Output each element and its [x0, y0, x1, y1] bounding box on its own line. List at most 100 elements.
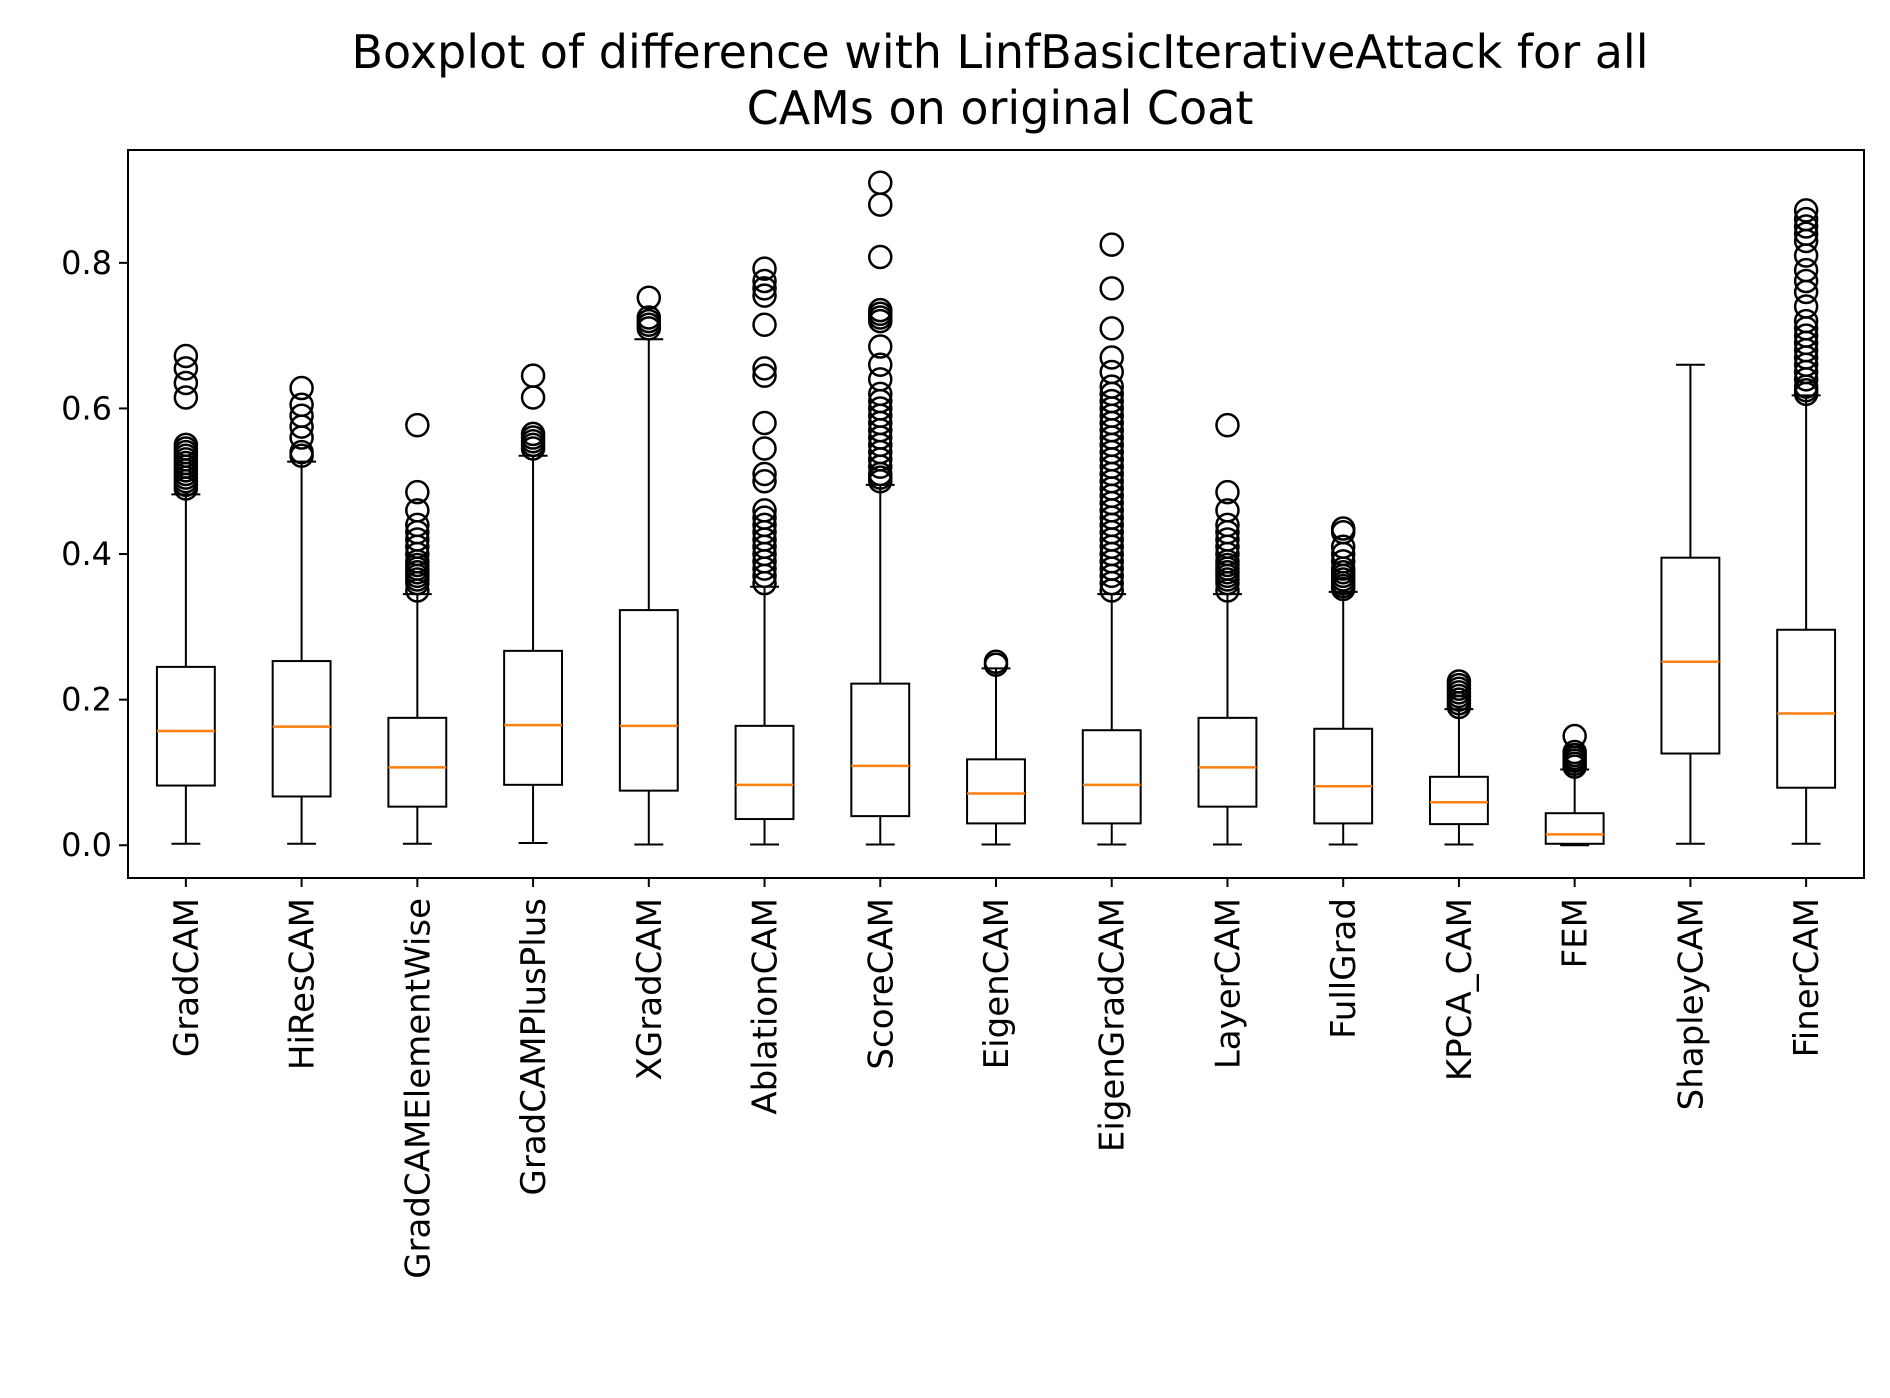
outlier-point-eigengradcam: [1099, 374, 1124, 399]
y-tick-label: 0.8: [61, 244, 112, 282]
plot-area: 0.0 0.2 0.4 0.6 0.8 GradCAM HiResCAM GradCAMEle…: [61, 170, 1837, 1279]
chart-title-line-1: Boxplot of difference with LinfBasicIter…: [352, 25, 1649, 79]
outlier-point-finercam: [1793, 198, 1819, 223]
box-hirescam: [271, 660, 332, 798]
outlier-point-eigengradcam: [1099, 316, 1124, 341]
outlier-point-gradcamplusplus: [520, 363, 546, 388]
box-fullgrad: [1313, 727, 1374, 825]
outlier-point-finercam: [1793, 323, 1819, 348]
outlier-point-finercam: [1793, 257, 1819, 283]
outlier-point-fem: [1562, 739, 1587, 765]
outlier-point-finercam: [1793, 221, 1819, 246]
outlier-point-eigencam: [983, 649, 1009, 675]
outlier-point-gradcamelementwise: [405, 527, 430, 552]
box-gradcamelementwise: [387, 716, 448, 808]
outlier-point-gradcamelementwise: [405, 479, 430, 505]
outlier-point-scorecam: [868, 334, 893, 359]
outlier-point-gradcam: [173, 370, 199, 396]
outlier-point-fullgrad: [1330, 549, 1356, 574]
x-tick-label-eigencam: EigenCAM: [977, 898, 1017, 1069]
outlier-point-finercam: [1793, 294, 1819, 319]
outlier-point-finercam: [1793, 268, 1819, 294]
outlier-point-gradcam: [173, 356, 199, 381]
outlier-point-gradcamelementwise: [405, 412, 430, 438]
x-tick-label-eigengradcam: EigenGradCAM: [1093, 898, 1133, 1152]
box-shapleycam: [1660, 556, 1721, 755]
box-layercam: [1197, 716, 1258, 808]
outlier-point-ablationcam: [752, 468, 777, 494]
y-tick-label: 0.2: [61, 681, 112, 719]
outlier-point-scorecam: [868, 297, 893, 323]
outlier-point-eigengradcam: [1099, 276, 1124, 301]
x-tick-label-finercam: FinerCAM: [1787, 898, 1827, 1057]
x-tick-label-fullgrad: FullGrad: [1324, 898, 1364, 1039]
outlier-point-gradcamelementwise: [405, 512, 430, 538]
outlier-point-eigengradcam: [1099, 345, 1124, 370]
outlier-point-hirescam: [289, 439, 314, 465]
outlier-point-fullgrad: [1330, 534, 1356, 560]
x-tick-label-gradcam: GradCAM: [167, 898, 207, 1057]
box-eigengradcam: [1081, 729, 1142, 825]
outlier-point-eigengradcam: [1099, 388, 1124, 414]
outlier-point-ablationcam: [752, 512, 777, 538]
outlier-point-gradcam: [173, 432, 199, 458]
outlier-point-ablationcam: [752, 283, 777, 308]
box-eigencam: [966, 758, 1026, 825]
x-tick-label-ablationcam: AblationCAM: [746, 898, 786, 1115]
box-xgradcam: [618, 609, 679, 792]
outlier-point-scorecam: [868, 352, 893, 378]
outlier-point-kpca-cam: [1446, 669, 1472, 694]
outlier-point-eigengradcam: [1099, 232, 1124, 257]
outlier-point-ablationcam: [752, 436, 777, 461]
outlier-point-eigengradcam: [1099, 359, 1124, 385]
outlier-point-scorecam: [868, 381, 893, 407]
box-fem: [1544, 812, 1605, 845]
outlier-point-gradcamelementwise: [405, 498, 430, 523]
outlier-point-finercam: [1793, 206, 1819, 232]
x-tick-label-scorecam: ScoreCAM: [861, 898, 901, 1070]
outlier-point-layercam: [1215, 527, 1240, 552]
outlier-point-ablationcam: [752, 410, 777, 436]
x-tick-label-hirescam: HiResCAM: [283, 898, 323, 1070]
y-tick-label: 0.6: [61, 389, 112, 427]
outlier-point-xgradcam: [636, 305, 662, 330]
x-tick-label-layercam: LayerCAM: [1208, 898, 1248, 1069]
box-kpca-cam: [1429, 775, 1489, 826]
x-tick-label-gradcamelementwise: GradCAMElementWise: [398, 898, 438, 1279]
outlier-point-hirescam: [289, 403, 314, 428]
outlier-point-fem: [1562, 723, 1587, 749]
outlier-point-layercam: [1215, 479, 1240, 505]
outlier-point-ablationcam: [752, 498, 777, 523]
box-gradcam: [155, 665, 216, 787]
outlier-point-ablationcam: [752, 312, 777, 337]
outlier-point-layercam: [1215, 498, 1240, 523]
outlier-point-scorecam: [868, 170, 893, 196]
box-gradcamplusplus: [503, 649, 563, 786]
outlier-point-gradcam: [173, 343, 199, 369]
outlier-point-ablationcam: [752, 268, 777, 294]
outlier-point-hirescam: [289, 392, 314, 418]
outlier-point-ablationcam: [752, 356, 777, 381]
outlier-point-ablationcam: [752, 256, 777, 281]
outlier-point-layercam: [1215, 412, 1240, 438]
box-finercam: [1776, 628, 1837, 789]
outlier-point-ablationcam: [752, 363, 777, 388]
outlier-point-layercam: [1215, 512, 1240, 538]
box-ablationcam: [734, 724, 795, 821]
outlier-point-gradcam: [173, 385, 199, 410]
outlier-point-finercam: [1793, 214, 1819, 239]
outlier-point-scorecam: [868, 367, 893, 392]
x-tick-label-xgradcam: XGradCAM: [630, 898, 670, 1080]
y-tick-label: 0.0: [61, 826, 112, 864]
x-tick-label-kpca-cam: KPCA_CAM: [1440, 898, 1480, 1081]
x-tick-label-fem: FEM: [1556, 898, 1596, 968]
chart-title-line-2: CAMs on original Coat: [747, 81, 1254, 135]
y-tick-label: 0.4: [61, 535, 112, 573]
outlier-point-fullgrad: [1330, 516, 1356, 541]
outlier-point-finercam: [1793, 308, 1819, 334]
outlier-point-hirescam: [289, 375, 314, 401]
x-tick-label-shapleycam: ShapleyCAM: [1671, 898, 1711, 1110]
axes-frame: [127, 149, 1865, 879]
